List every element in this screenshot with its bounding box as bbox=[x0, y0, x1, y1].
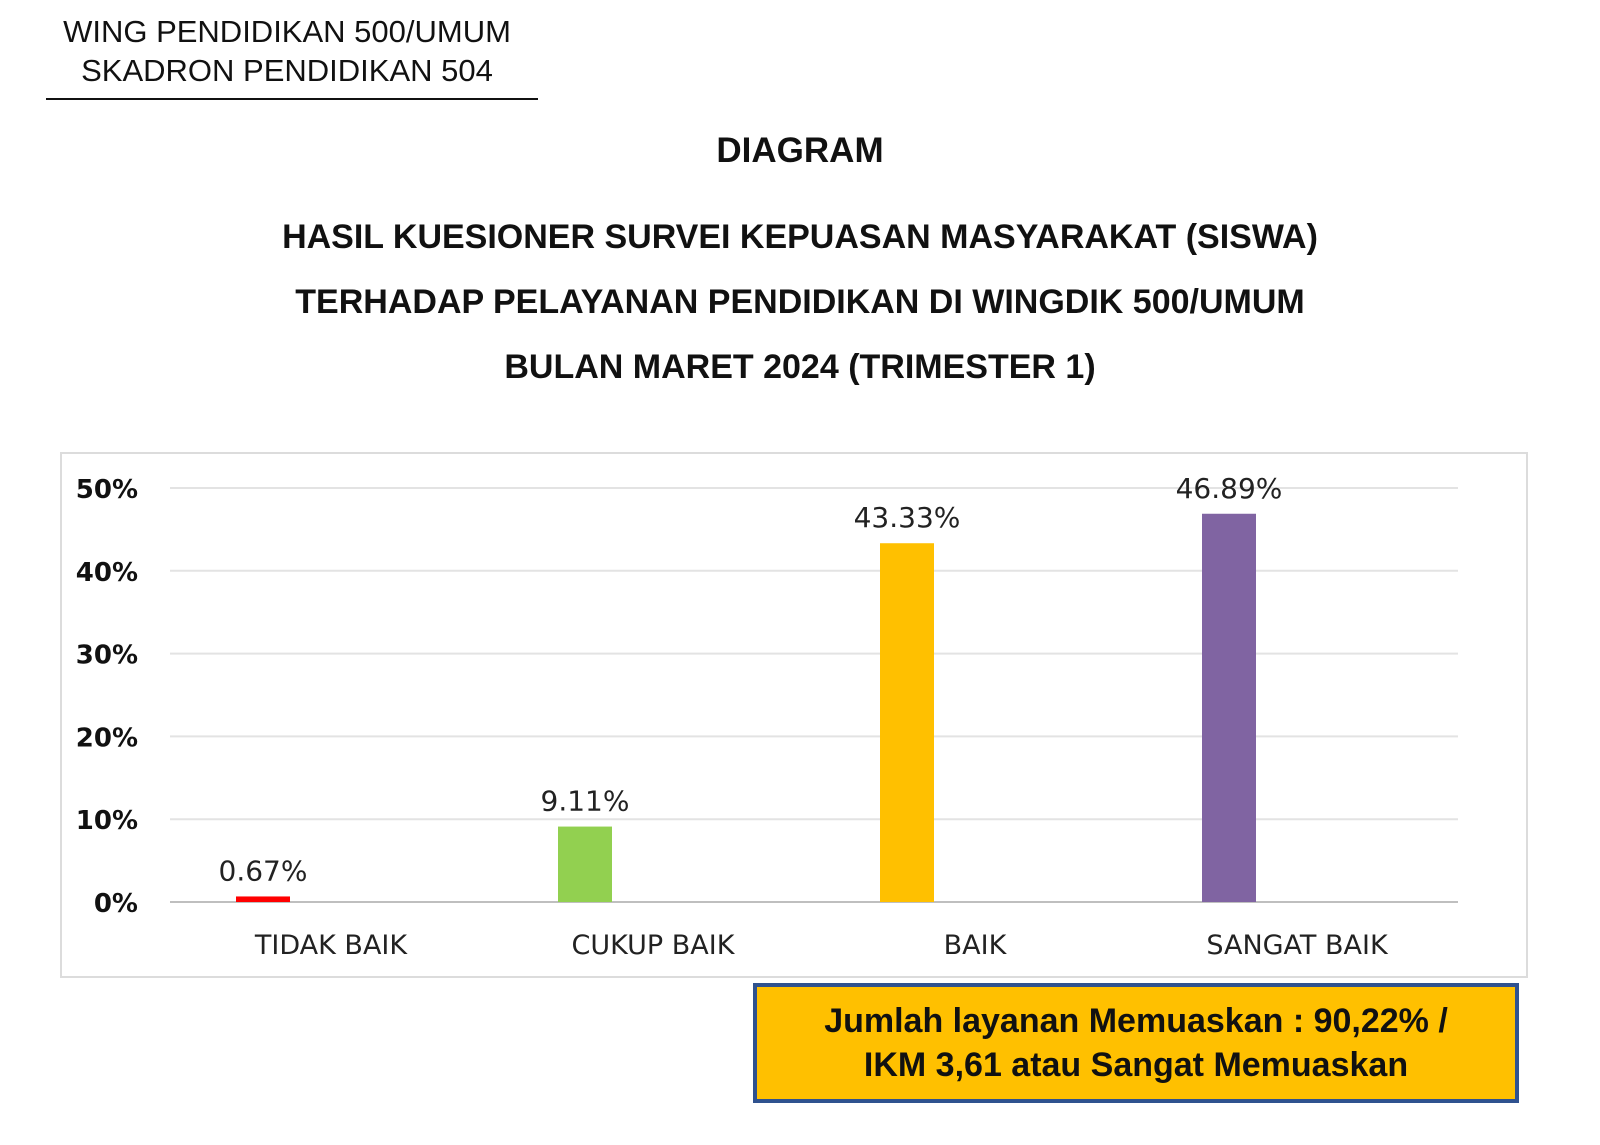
y-tick-label: 0% bbox=[94, 889, 138, 919]
y-tick-label: 10% bbox=[76, 806, 138, 836]
bar-chart: 0% 10% 20% 30% 40% 50% 0.67% TIDAK BAIK 9.11% CUK… bbox=[76, 472, 1458, 961]
data-label: 46.89% bbox=[1176, 472, 1283, 505]
bar-tidak-baik bbox=[236, 896, 290, 902]
chart-title-line-2: TERHADAP PELAYANAN PENDIDIKAN DI WINGDIK… bbox=[295, 283, 1305, 321]
org-header: WING PENDIDIKAN 500/UMUM SKADRON PENDIDI… bbox=[37, 12, 537, 90]
summary-box: Jumlah layanan Memuaskan : 90,22% / IKM … bbox=[753, 983, 1519, 1103]
data-label: 9.11% bbox=[541, 785, 630, 818]
header-underline bbox=[46, 98, 538, 100]
summary-line-2: IKM 3,61 atau Sangat Memuaskan bbox=[863, 1046, 1409, 1084]
y-tick-label: 40% bbox=[76, 558, 138, 588]
x-category-label: CUKUP BAIK bbox=[572, 930, 736, 961]
x-category-label: TIDAK BAIK bbox=[254, 930, 408, 961]
org-line-1: WING PENDIDIKAN 500/UMUM bbox=[63, 14, 511, 49]
chart-title-line-1: HASIL KUESIONER SURVEI KEPUASAN MASYARAK… bbox=[282, 218, 1318, 256]
bar-baik bbox=[880, 543, 934, 902]
bar-sangat-baik bbox=[1202, 513, 1256, 902]
y-tick-label: 50% bbox=[76, 475, 138, 505]
page-title: DIAGRAM bbox=[716, 131, 884, 170]
x-category-label: SANGAT BAIK bbox=[1206, 930, 1389, 961]
y-tick-label: 30% bbox=[76, 641, 138, 671]
org-line-2: SKADRON PENDIDIKAN 504 bbox=[81, 53, 493, 88]
data-label: 43.33% bbox=[854, 501, 961, 534]
y-tick-label: 20% bbox=[76, 723, 138, 753]
x-category-label: BAIK bbox=[944, 930, 1008, 961]
data-label: 0.67% bbox=[219, 854, 308, 887]
chart-title-line-3: BULAN MARET 2024 (TRIMESTER 1) bbox=[504, 348, 1096, 386]
chart-frame: 0% 10% 20% 30% 40% 50% 0.67% TIDAK BAIK 9.11% CUK… bbox=[60, 452, 1528, 978]
summary-line-1: Jumlah layanan Memuaskan : 90,22% / bbox=[824, 1002, 1448, 1040]
bar-cukup-baik bbox=[558, 826, 612, 902]
